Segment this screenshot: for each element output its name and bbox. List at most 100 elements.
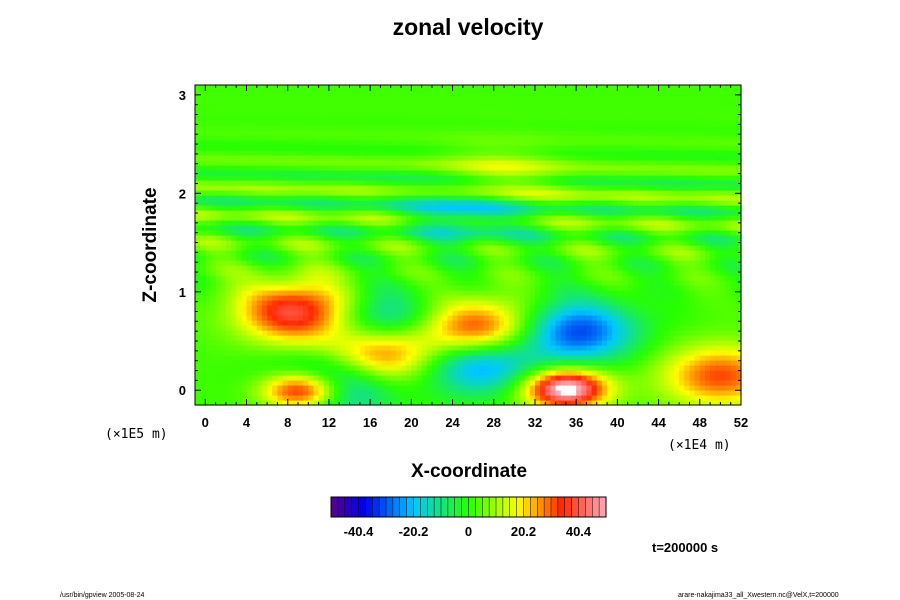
heat-cell [509,355,515,361]
heat-cell [504,150,510,156]
heat-cell [560,245,567,251]
heat-cell [401,120,407,126]
heat-cell [328,400,335,406]
heat-cell [318,115,325,121]
heat-cell [504,185,510,191]
heat-cell [339,375,345,381]
heat-cell [287,110,294,116]
heat-cell [195,365,201,371]
heat-cell [344,210,351,216]
heat-cell [447,195,454,201]
heat-cell [586,310,593,316]
heat-cell [493,400,500,406]
heat-cell [576,340,582,346]
heat-cell [236,300,242,306]
heat-cell [267,350,273,356]
heat-cell [395,210,402,216]
heat-cell [323,230,330,236]
heat-cell [581,85,588,91]
heat-cell [447,180,454,186]
heat-cell [534,230,541,236]
heat-cell [545,210,552,216]
heat-cell [401,130,407,136]
heat-cell [473,225,479,231]
heat-cell [370,110,376,116]
heat-cell [571,195,577,201]
heat-cell [225,115,232,121]
heat-cell [308,175,315,181]
heat-cell [524,175,531,181]
heat-cell [514,240,521,246]
heat-cell [380,375,387,381]
heat-cell [524,385,531,391]
heat-cell [370,205,376,211]
heat-cell [519,335,526,341]
heat-cell [261,170,268,176]
heat-cell [236,205,242,211]
heat-cell [298,125,304,131]
heat-cell [437,320,443,326]
heat-cell [468,135,474,141]
heat-cell [555,335,562,341]
heat-cell [241,275,248,281]
heat-cell [225,125,232,131]
heat-cell [555,145,562,151]
heat-cell [370,190,376,196]
heat-cell [313,335,320,341]
heat-cell [437,85,443,91]
heat-cell [488,155,495,161]
heat-cell [504,90,510,96]
heat-cell [442,185,448,191]
heat-cell [390,230,397,236]
heat-cell [359,210,366,216]
heat-cell [545,350,552,356]
heat-cell [576,355,582,361]
heat-cell [339,225,345,231]
heat-cell [390,280,397,286]
heat-cell [509,225,515,231]
heat-cell [488,365,495,371]
heat-cell [256,180,263,186]
heat-cell [442,280,448,286]
heat-cell [195,260,201,266]
heat-cell [267,365,273,371]
heat-cell [550,125,557,131]
heat-cell [323,265,330,271]
heat-cell [267,215,273,221]
heat-cell [457,225,464,231]
heat-cell [241,250,248,256]
heat-cell [380,100,387,106]
heat-cell [308,160,315,166]
heat-cell [462,200,469,206]
heat-cell [524,325,531,331]
heat-cell [462,305,469,311]
heat-cell [581,315,588,321]
heat-cell [540,240,546,246]
heat-cell [195,270,201,276]
heat-cell [478,275,485,281]
heat-cell [298,395,304,401]
heat-cell [385,370,392,376]
heat-cell [210,95,217,101]
heat-cell [586,160,593,166]
heat-cell [313,320,320,326]
heat-cell [586,335,593,341]
heat-cell [364,210,371,216]
heat-cell [272,345,279,351]
heat-cell [586,395,593,401]
heat-cell [256,165,263,171]
heat-cell [225,195,232,201]
heat-cell [354,140,361,146]
heat-cell [313,245,320,251]
heat-cell [437,240,443,246]
heat-cell [380,280,387,286]
heat-cell [411,355,418,361]
heat-cell [339,355,345,361]
heat-cell [416,190,423,196]
heat-cell [298,330,304,336]
heat-cell [591,290,598,296]
heat-cell [277,255,284,261]
heat-cell [406,325,412,331]
heat-cell [359,90,366,96]
